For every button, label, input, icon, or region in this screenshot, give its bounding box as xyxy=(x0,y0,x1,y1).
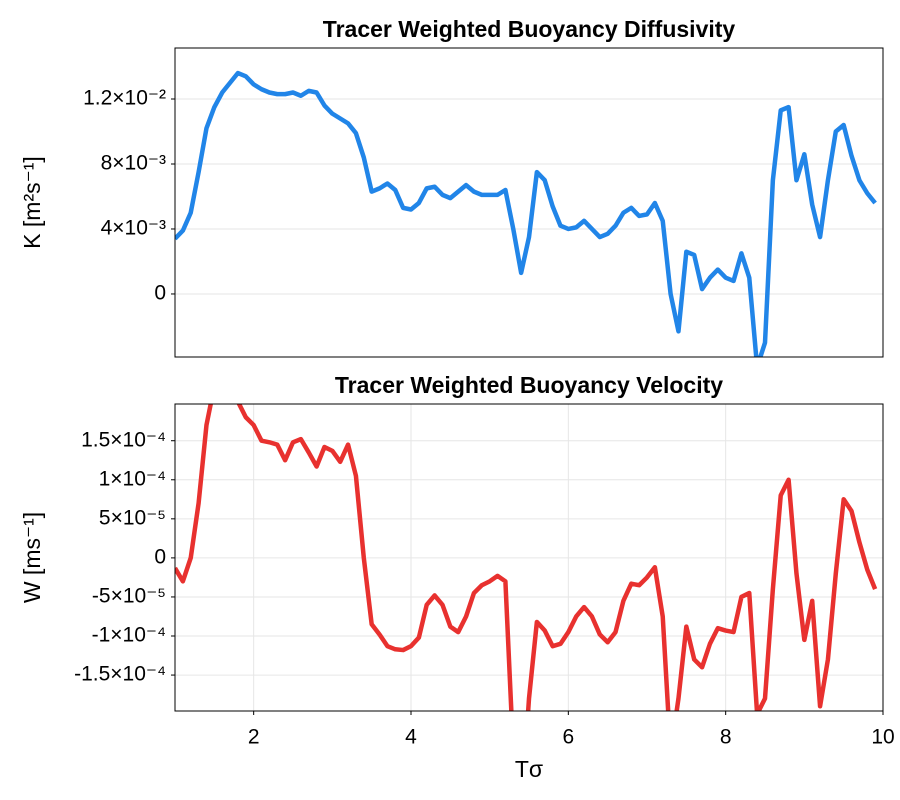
x-tick-label: 10 xyxy=(871,726,894,749)
chart-title: Tracer Weighted Buoyancy Velocity xyxy=(335,372,723,398)
x-tick-label: 4 xyxy=(405,726,417,749)
plot-frame xyxy=(174,47,884,358)
panel: 0 4×10⁻³ 8×10⁻³ 1.2×10⁻² Tracer Weighted Buo… xyxy=(19,16,884,358)
y-axis-label: W [ms⁻¹] xyxy=(19,512,45,603)
y-tick-label: 0 xyxy=(154,545,166,568)
y-tick-label: 0 xyxy=(154,282,166,305)
x-tick-label: 8 xyxy=(720,726,732,749)
plot-frame xyxy=(174,403,884,712)
panel: -1.5×10⁻⁴ -1×10⁻⁴ -5×10⁻⁵ 0 5×10⁻⁵ 1×10⁻⁴ 1.5×… xyxy=(19,372,895,782)
chart-title: Tracer Weighted Buoyancy Diffusivity xyxy=(323,16,736,42)
y-axis-label: K [m²s⁻¹] xyxy=(19,156,45,249)
y-tick-label: -1×10⁻⁴ xyxy=(92,624,166,647)
data-line xyxy=(175,404,878,711)
x-tick-label: 6 xyxy=(562,726,574,749)
x-axis-label: Tσ xyxy=(515,756,543,782)
y-tick-label: -1.5×10⁻⁴ xyxy=(74,663,166,686)
y-tick-label: 1.2×10⁻² xyxy=(83,87,166,110)
x-tick-label: 2 xyxy=(248,726,260,749)
y-tick-label: 1.5×10⁻⁴ xyxy=(81,428,166,451)
y-tick-label: 8×10⁻³ xyxy=(101,152,166,175)
y-tick-label: 4×10⁻³ xyxy=(101,217,166,240)
y-tick-label: 5×10⁻⁵ xyxy=(99,506,166,529)
data-line xyxy=(175,70,877,357)
y-tick-label: -5×10⁻⁵ xyxy=(92,584,166,607)
y-tick-label: 1×10⁻⁴ xyxy=(99,467,166,490)
